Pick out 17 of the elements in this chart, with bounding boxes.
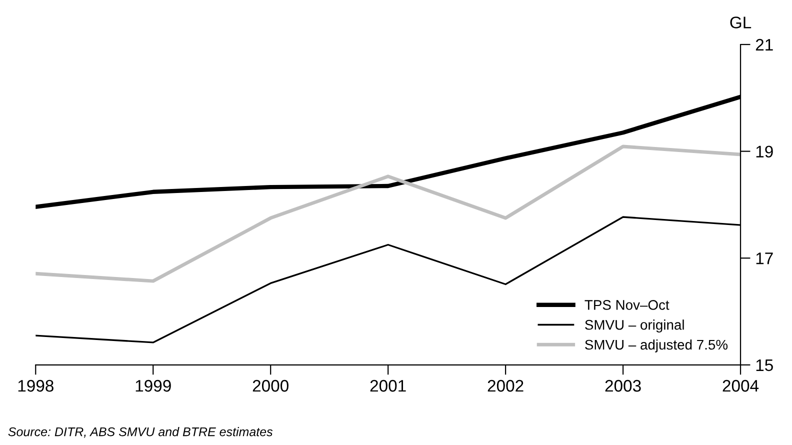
y-tick-label: 19: [756, 146, 773, 158]
x-tick-label: 2002: [488, 380, 524, 392]
x-tick-label: 2001: [370, 380, 406, 392]
legend-label: TPS Nov–Oct: [584, 300, 670, 310]
x-tick-label: 2003: [605, 380, 641, 392]
source-note: Source: DITR, ABS SMVU and BTRE estimates: [8, 427, 273, 438]
y-tick-label: 21: [756, 38, 773, 51]
x-tick-label: 1999: [136, 380, 171, 392]
legend-label: SMVU – adjusted 7.5%: [585, 339, 728, 352]
y-tick-label: 17: [756, 252, 773, 264]
x-tick-label: 1998: [18, 380, 54, 392]
x-tick-label: 2004: [722, 380, 759, 392]
x-tick-label: 2000: [252, 380, 288, 392]
y-axis-title: GL: [730, 16, 752, 28]
y-tick-label: 15: [756, 359, 773, 372]
legend-label: SMVU – original: [585, 320, 684, 333]
line-series: [36, 144, 741, 283]
